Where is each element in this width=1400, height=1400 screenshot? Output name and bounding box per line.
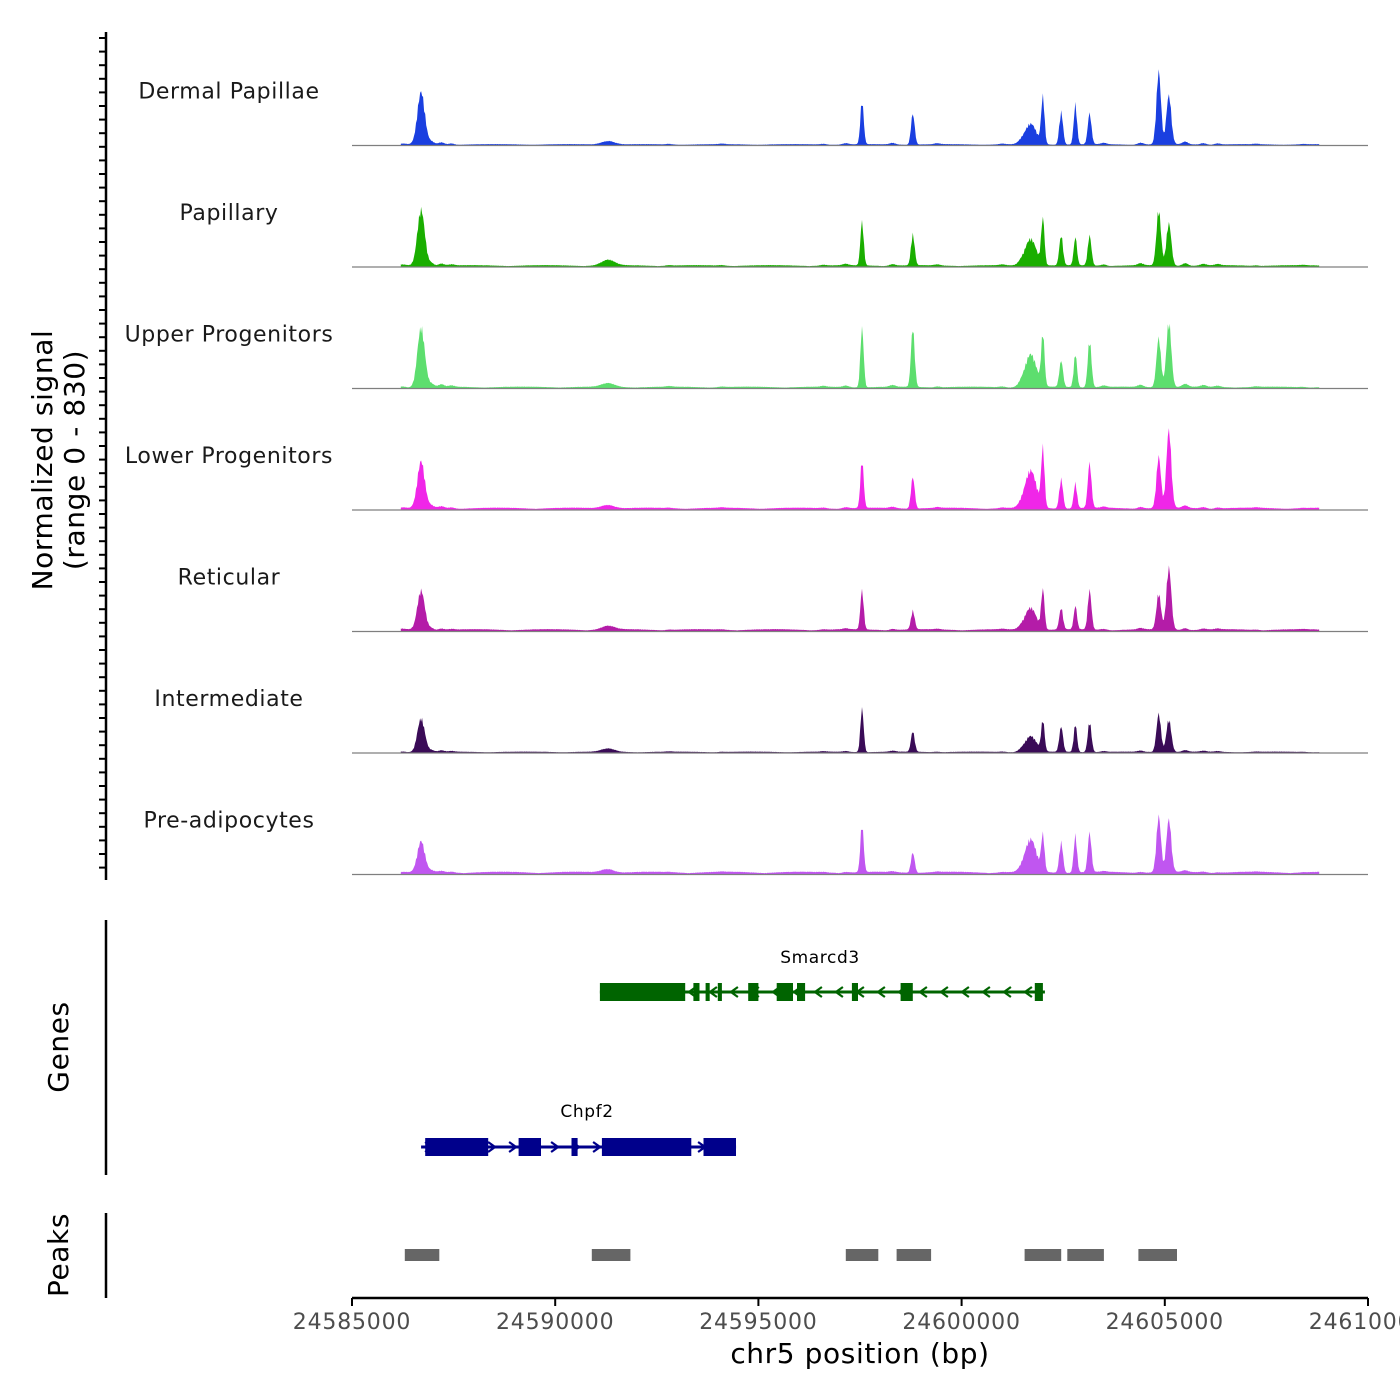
coverage-tracks: Dermal Papillae Papillary Upper Progenitor… — [125, 69, 1368, 876]
x-tick-label: 24585000 — [293, 1310, 411, 1335]
peak-region — [404, 1249, 440, 1261]
peaks-panel-title: Peaks — [42, 1213, 75, 1297]
peak-region — [896, 1249, 932, 1261]
gene-exon — [425, 1138, 489, 1156]
x-axis: 24585000 24590000 24595000 24600000 24605000… — [293, 1296, 1400, 1335]
coverage-track: Dermal Papillae — [138, 69, 1368, 147]
gene-model: Smarcd3 — [599, 948, 1045, 1001]
strand-arrow — [550, 1141, 560, 1153]
peak-region — [1138, 1249, 1177, 1261]
gene-exon — [717, 983, 722, 1001]
strand-arrow — [508, 1141, 518, 1153]
genes-panel-title: Genes — [42, 1001, 75, 1092]
strand-arrow — [960, 986, 970, 998]
strand-arrow — [1023, 986, 1033, 998]
gene-exon — [601, 1138, 692, 1156]
peak-region — [1067, 1249, 1104, 1261]
coverage-track: Upper Progenitors — [125, 323, 1368, 390]
gene-exon — [518, 1138, 541, 1156]
strand-arrow — [487, 1141, 497, 1153]
strand-arrow — [1002, 986, 1012, 998]
strand-arrow — [876, 986, 886, 998]
coverage-area — [400, 707, 1320, 753]
coverage-track: Papillary — [179, 201, 1368, 268]
peak-region — [591, 1249, 631, 1261]
gene-name: Smarcd3 — [780, 948, 860, 968]
strand-arrow — [592, 1141, 602, 1153]
gene-exon — [748, 983, 759, 1001]
gene-exon — [571, 1138, 578, 1156]
gene-exon — [776, 983, 793, 1001]
coverage-track: Reticular — [178, 565, 1368, 633]
strand-arrow — [729, 986, 739, 998]
strand-arrow — [939, 986, 949, 998]
gene-exon — [1034, 983, 1043, 1001]
track-label: Dermal Papillae — [138, 80, 319, 105]
coverage-area — [400, 428, 1320, 510]
track-label: Pre-adipocytes — [143, 809, 314, 834]
coverage-area — [400, 323, 1320, 389]
x-tick-label: 24600000 — [902, 1310, 1020, 1335]
signal-y-axis — [99, 32, 108, 880]
peak-region — [1024, 1249, 1062, 1261]
gene-exon — [599, 983, 686, 1001]
strand-arrow — [918, 986, 928, 998]
track-label: Intermediate — [154, 687, 303, 712]
track-label: Lower Progenitors — [125, 444, 333, 469]
peak-region — [845, 1249, 879, 1261]
strand-arrow — [981, 986, 991, 998]
gene-exon — [900, 983, 913, 1001]
track-label: Upper Progenitors — [125, 323, 334, 348]
x-axis-title: chr5 position (bp) — [730, 1337, 989, 1370]
coverage-area — [400, 206, 1320, 267]
gene-model: Chpf2 — [421, 1102, 737, 1156]
peak-track — [404, 1249, 1177, 1261]
gene-exon — [703, 1138, 736, 1156]
coverage-track: Intermediate — [154, 687, 1368, 754]
track-label: Reticular — [178, 566, 281, 591]
gene-name: Chpf2 — [560, 1102, 613, 1122]
gene-exon — [851, 983, 858, 1001]
strand-arrow — [708, 986, 718, 998]
strand-arrow — [813, 986, 823, 998]
coverage-track: Lower Progenitors — [125, 428, 1368, 511]
x-tick-label: 24605000 — [1106, 1310, 1224, 1335]
x-tick-label: 24595000 — [699, 1310, 817, 1335]
strand-arrow — [834, 986, 844, 998]
x-tick-label: 24610000 — [1309, 1310, 1400, 1335]
gene-annotation-track: Smarcd3 Chpf2 — [421, 948, 1045, 1156]
coverage-area — [400, 69, 1320, 146]
coverage-area — [400, 814, 1320, 875]
coverage-area — [400, 565, 1320, 632]
y-axis-title-line2: (range 0 - 830) — [58, 350, 91, 570]
y-axis-title-line1: Normalized signal — [26, 330, 59, 591]
gene-exon — [797, 983, 806, 1001]
x-tick-label: 24590000 — [496, 1310, 614, 1335]
track-label: Papillary — [179, 201, 278, 226]
coverage-track: Pre-adipocytes — [143, 809, 1368, 876]
gene-exon — [693, 983, 700, 1001]
gene-exon — [705, 983, 710, 1001]
